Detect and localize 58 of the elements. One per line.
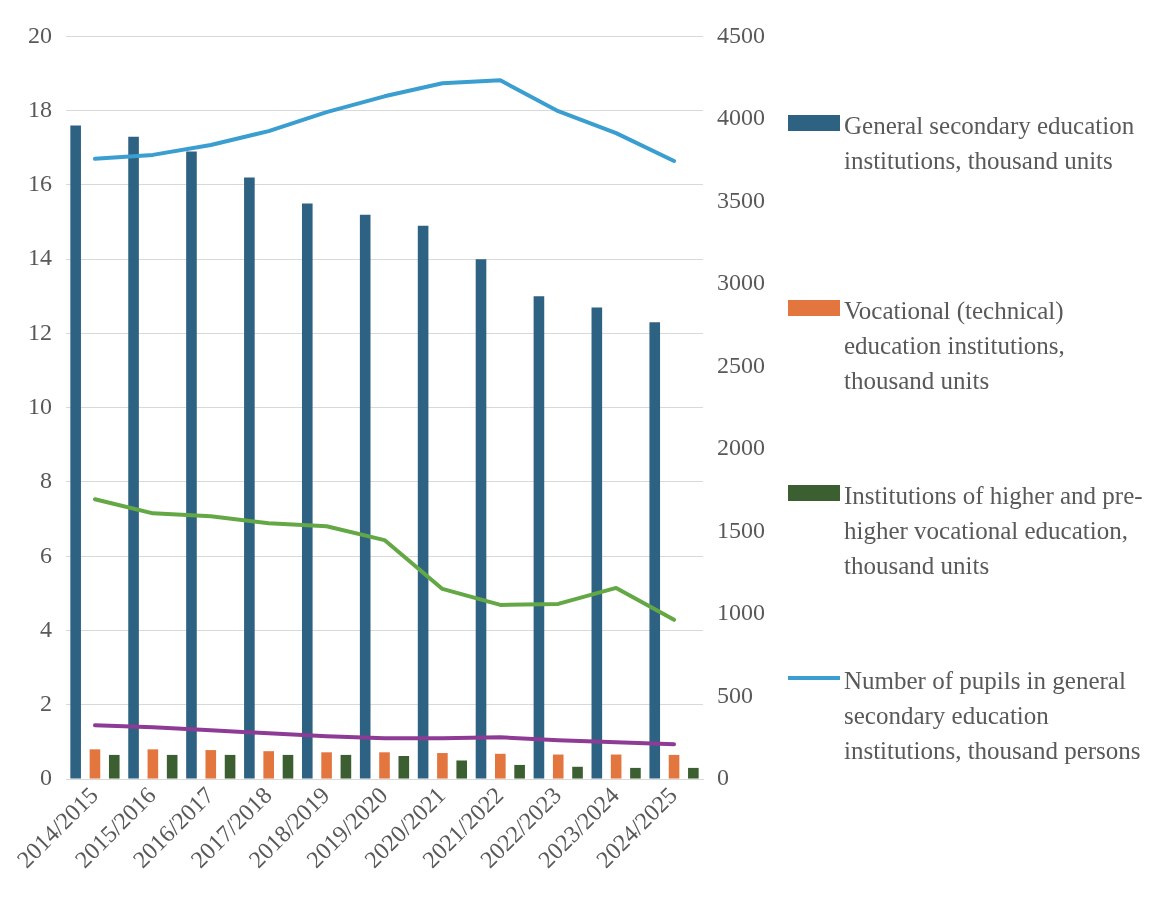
- bar: [533, 296, 545, 779]
- bar: [552, 754, 564, 779]
- bar: [128, 136, 139, 779]
- y2-tick-label: 3500: [717, 186, 765, 213]
- y2-tick-label: 2500: [717, 351, 765, 378]
- y2-tick-label: 0: [717, 764, 729, 791]
- y-tick-label: 10: [28, 393, 52, 420]
- legend-label: Vocational (technical) education institutions, thousand units: [844, 296, 1066, 396]
- legend-label: Number of pupils in general secondary education institutions, thousand persons: [844, 666, 1142, 766]
- bar: [649, 322, 661, 779]
- bar: [572, 766, 583, 779]
- bar: [205, 750, 217, 779]
- y2-tick-label: 1000: [717, 599, 765, 626]
- bar: [89, 749, 101, 779]
- bar: [379, 752, 390, 779]
- y-tick-label: 6: [40, 541, 52, 568]
- y2-tick-label: 2000: [717, 434, 765, 461]
- bar: [456, 760, 468, 779]
- bar: [398, 756, 410, 779]
- bar: [610, 754, 622, 779]
- bar: [244, 177, 255, 779]
- bar: [301, 203, 313, 779]
- bar: [340, 754, 352, 779]
- bar: [263, 751, 274, 779]
- legend-label: General secondary education institutions, thousand units: [844, 111, 1136, 176]
- y-tick-label: 14: [28, 244, 52, 271]
- y-tick-label: 12: [28, 318, 52, 345]
- bar: [475, 259, 487, 779]
- bar: [495, 753, 506, 779]
- bar: [437, 753, 448, 779]
- y-tick-label: 8: [40, 467, 52, 494]
- bar: [147, 749, 159, 779]
- bar: [359, 214, 371, 779]
- y-tick-label: 4: [40, 615, 52, 642]
- bar: [591, 307, 603, 779]
- bar: [417, 225, 429, 779]
- bar: [70, 125, 81, 779]
- y-tick-label: 20: [28, 21, 52, 48]
- bar: [166, 754, 178, 779]
- legend-label: Institutions of higher and pre-higher vocational education, thousand units: [844, 481, 1144, 581]
- bar: [668, 754, 680, 779]
- y2-tick-label: 4500: [717, 21, 765, 48]
- y-tick-label: 18: [28, 95, 52, 122]
- y2-tick-label: 500: [717, 681, 753, 708]
- bar: [224, 754, 236, 779]
- bar: [688, 767, 699, 779]
- y2-tick-label: 1500: [717, 516, 765, 543]
- bar: [186, 151, 197, 779]
- bar: [321, 752, 332, 779]
- bar: [630, 767, 641, 779]
- y-tick-label: 16: [28, 170, 52, 197]
- y-tick-label: 2: [40, 690, 52, 717]
- y2-tick-label: 3000: [717, 269, 765, 296]
- bar: [108, 754, 120, 779]
- bar: [282, 754, 294, 779]
- y2-tick-label: 4000: [717, 104, 765, 131]
- y-tick-label: 0: [40, 764, 52, 791]
- bar: [514, 764, 525, 779]
